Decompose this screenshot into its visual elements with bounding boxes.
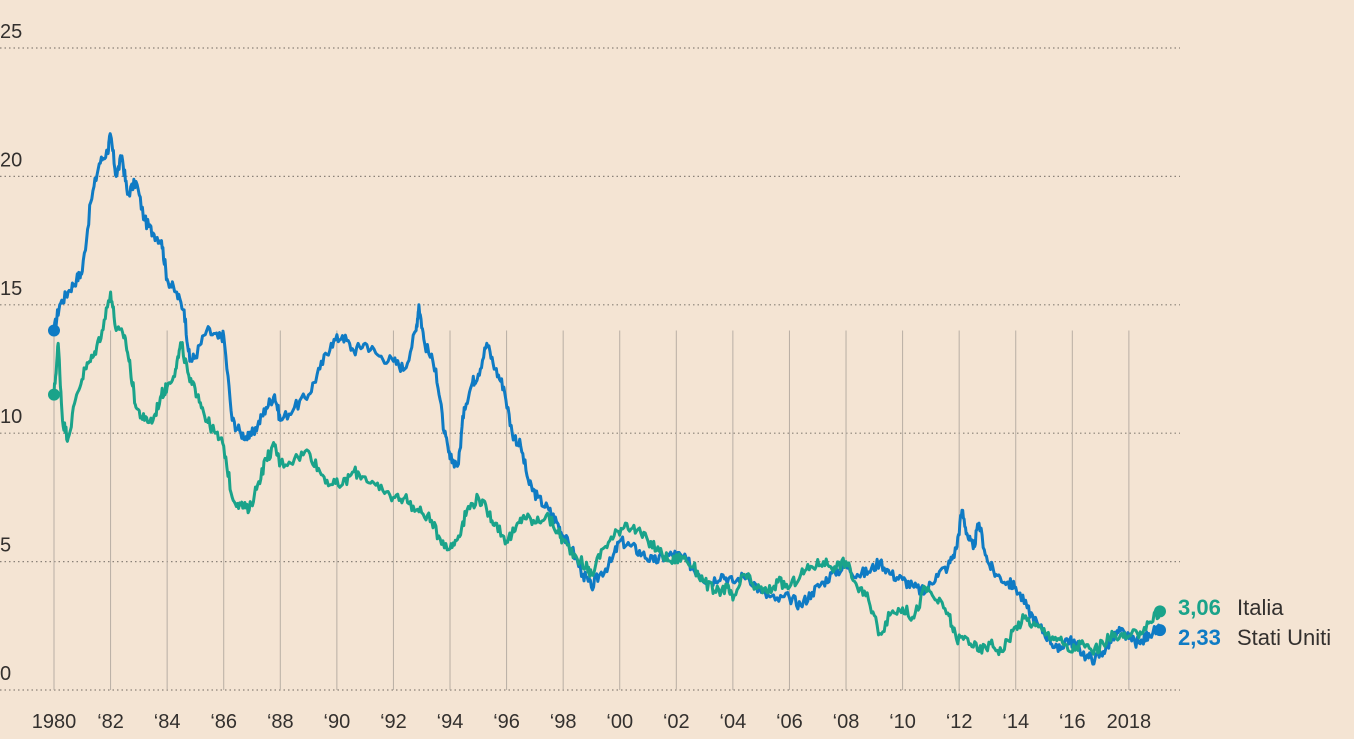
y-axis-tick-labels: 0 5 10 15 20 25 bbox=[0, 21, 22, 685]
series-start-marker-stati-uniti bbox=[48, 324, 60, 337]
x-tick-label: ‘88 bbox=[267, 711, 294, 733]
series-lines bbox=[52, 132, 1162, 666]
x-tick-label: ‘98 bbox=[550, 711, 577, 733]
x-tick-label: ‘82 bbox=[97, 711, 124, 733]
x-tick-label: ‘96 bbox=[493, 711, 520, 733]
x-tick-label: ‘00 bbox=[606, 711, 633, 733]
y-tick-label: 20 bbox=[0, 149, 22, 171]
y-tick-label: 15 bbox=[0, 278, 22, 300]
x-tick-label: ‘84 bbox=[154, 711, 181, 733]
x-tick-label: ‘94 bbox=[437, 711, 464, 733]
y-tick-label: 10 bbox=[0, 406, 22, 428]
series-end-markers bbox=[48, 324, 1166, 637]
series-line-stati-uniti bbox=[52, 132, 1162, 666]
x-axis-tick-labels: 1980 ‘82 ‘84 ‘86 ‘88 ‘90 ‘92 ‘94 ‘96 ‘98 ‘00 ‘02 ‘04… bbox=[32, 711, 1151, 733]
x-tick-label: ‘06 bbox=[776, 711, 803, 733]
series-end-marker-stati-uniti bbox=[1154, 624, 1166, 637]
x-tick-label: ‘86 bbox=[210, 711, 237, 733]
x-tick-label: ‘90 bbox=[324, 711, 351, 733]
legend-label-italia: Italia bbox=[1237, 595, 1284, 620]
series-end-labels: 2,33 Stati Uniti 3,06 Italia bbox=[1178, 595, 1331, 650]
x-tick-label: ‘12 bbox=[946, 711, 973, 733]
end-value-italia: 3,06 bbox=[1178, 595, 1221, 620]
x-tick-label: ‘04 bbox=[720, 711, 747, 733]
series-end-marker-italia bbox=[1154, 605, 1166, 618]
x-tick-label: ‘92 bbox=[380, 711, 407, 733]
x-tick-label: ‘02 bbox=[663, 711, 690, 733]
x-tick-label: 1980 bbox=[32, 711, 77, 733]
end-value-stati-uniti: 2,33 bbox=[1178, 625, 1221, 650]
vertical-gridlines bbox=[53, 330, 1130, 690]
legend-label-stati-uniti: Stati Uniti bbox=[1237, 625, 1331, 650]
x-tick-label: ‘08 bbox=[833, 711, 860, 733]
x-tick-label: 2018 bbox=[1107, 711, 1152, 733]
y-tick-label: 0 bbox=[0, 663, 11, 685]
x-tick-label: ‘14 bbox=[1002, 711, 1029, 733]
x-tick-label: ‘16 bbox=[1059, 711, 1086, 733]
y-tick-label: 25 bbox=[0, 21, 22, 43]
horizontal-gridlines bbox=[0, 47, 1180, 691]
x-tick-label: ‘10 bbox=[889, 711, 916, 733]
series-start-marker-italia bbox=[48, 388, 60, 401]
series-line-italia bbox=[52, 290, 1162, 657]
y-tick-label: 5 bbox=[0, 535, 11, 557]
